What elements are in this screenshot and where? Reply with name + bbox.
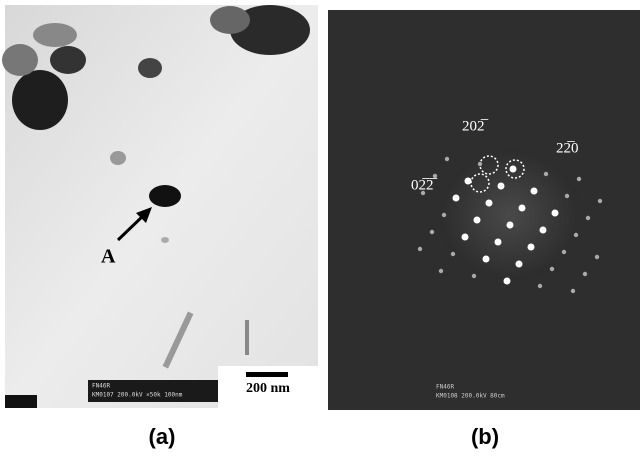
page: FN46R KM0107 200.0kV ×50k 100nm 200 nm A… [0, 0, 644, 463]
diffraction-spot [474, 217, 481, 224]
diffraction-spot [465, 178, 472, 185]
diffraction-spot [472, 274, 476, 278]
particle-label: A [101, 246, 116, 268]
diffraction-spot [504, 278, 511, 285]
diffraction-spot [516, 261, 523, 268]
diffraction-spot [453, 195, 460, 202]
diffraction-spot [550, 267, 554, 271]
caption: (a) [149, 424, 176, 449]
diffraction-spot [451, 252, 455, 256]
figure: FN46R KM0107 200.0kV ×50k 100nm 200 nm A… [0, 0, 644, 458]
diffraction-spot [418, 247, 422, 251]
caption: (b) [471, 424, 499, 449]
diffraction-spot [528, 244, 535, 251]
diffraction-spot [486, 200, 493, 207]
micrograph-a: FN46R KM0107 200.0kV ×50k 100nm 200 nm A [2, 5, 318, 408]
diffraction-spot [478, 162, 482, 166]
diffraction-spot [462, 234, 469, 241]
diffraction-spot [430, 230, 434, 234]
diffraction-spot [571, 289, 575, 293]
diffraction-spot [583, 272, 587, 276]
diffraction-spot [433, 174, 437, 178]
diffraction-spot [519, 205, 526, 212]
diffraction-b: FN46R KM0108 200.0kV 80cm 202̅ 22̅0 02̅2… [328, 10, 640, 410]
footer-text: KM0108 200.0kV 80cm [436, 393, 505, 400]
diffraction-spot [565, 194, 569, 198]
diffraction-spot [531, 188, 538, 195]
footer-text: FN46R [92, 383, 110, 390]
diffraction-spot [507, 222, 514, 229]
diffraction-spot [577, 177, 581, 181]
diffraction-spot [552, 210, 559, 217]
diffraction-spot [445, 157, 449, 161]
diffraction-spot [439, 269, 443, 273]
scale-bar-label: 200 nm [246, 381, 290, 396]
diffraction-spot [510, 166, 517, 173]
diffraction-spot [586, 216, 590, 220]
diffraction-spot [595, 255, 599, 259]
diffraction-spot [544, 172, 548, 176]
diffraction-spot [483, 256, 490, 263]
diffraction-spot [495, 239, 502, 246]
footer-text: FN46R [436, 384, 454, 391]
diffraction-spot [540, 227, 547, 234]
spot-label: 22̅0 [556, 140, 579, 156]
diffraction-spot [421, 191, 425, 195]
diffraction-spot [574, 233, 578, 237]
diffraction-spot [538, 284, 542, 288]
diffraction-spot [442, 213, 446, 217]
diffraction-spot [598, 199, 602, 203]
diffraction-spot [562, 250, 566, 254]
footer-text: KM0107 200.0kV ×50k 100nm [92, 392, 183, 399]
diffraction-spot [498, 183, 505, 190]
